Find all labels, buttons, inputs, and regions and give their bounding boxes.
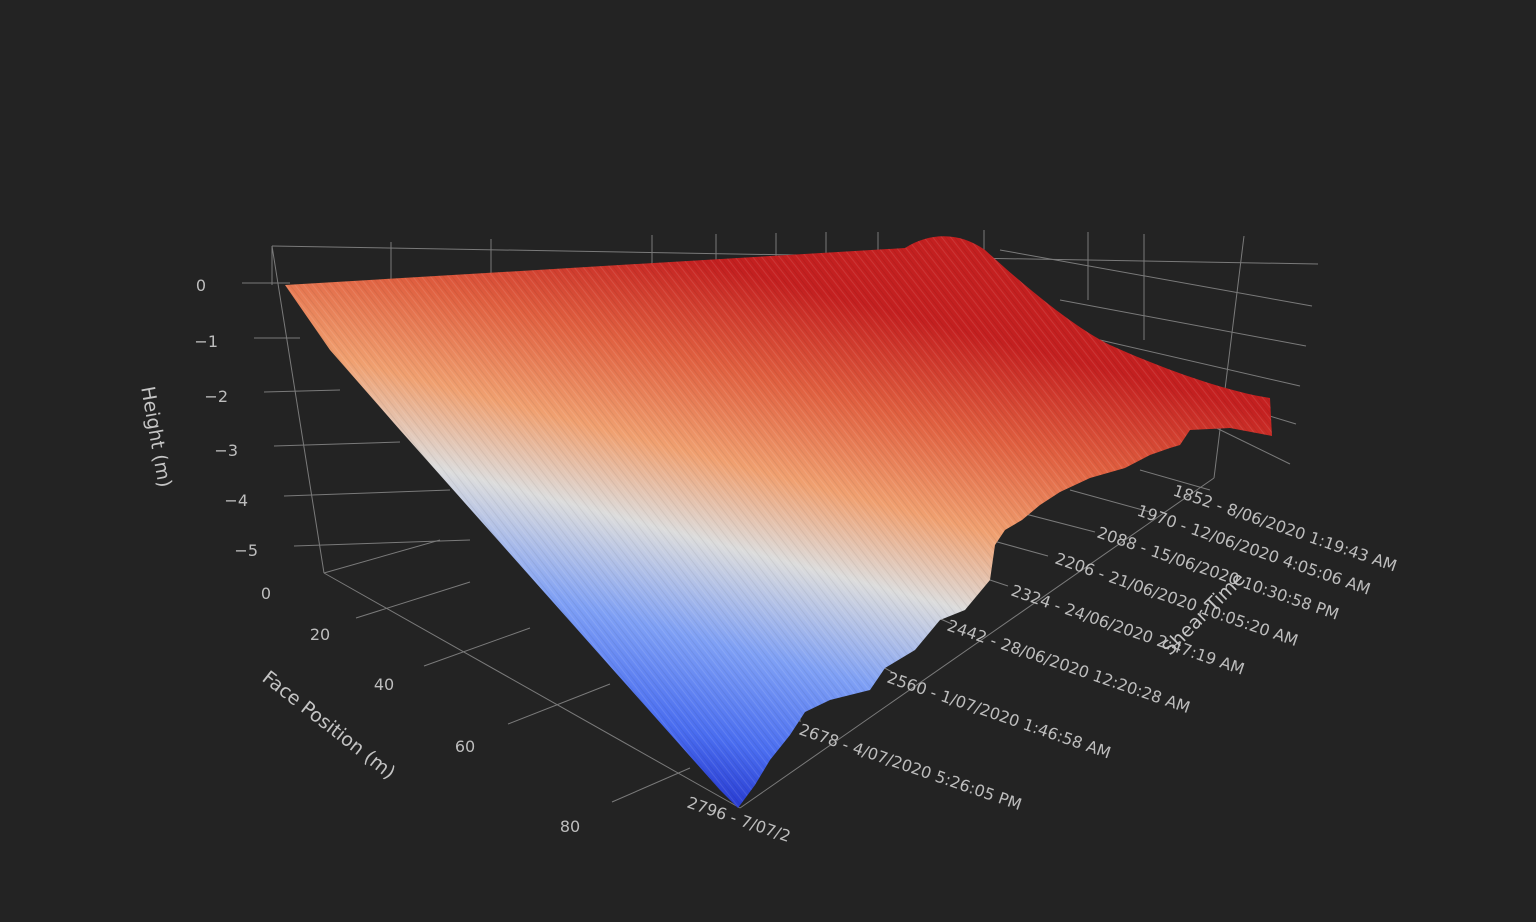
z-axis-ticks: 0 −1 −2 −3 −4 −5 <box>194 276 258 560</box>
z-tick-label: −5 <box>234 541 258 560</box>
x-tick-label: 20 <box>310 625 330 644</box>
surface-texture <box>285 236 1272 809</box>
y-tick-label: 2560 - 1/07/2020 1:46:58 AM <box>885 668 1114 763</box>
z-axis-title: Height (m) <box>136 385 175 489</box>
x-tick-label: 40 <box>374 675 394 694</box>
x-tick-label: 0 <box>261 584 271 603</box>
z-tick-label: −3 <box>214 441 238 460</box>
x-tick-label: 60 <box>455 737 475 756</box>
surface-mesh <box>285 236 1272 809</box>
y-tick-label: 2678 - 4/07/2020 5:26:05 PM <box>797 720 1024 814</box>
z-tick-label: −4 <box>224 491 248 510</box>
z-tick-label: 0 <box>196 276 206 295</box>
x-axis-ticks: 0 20 40 60 80 <box>261 584 580 836</box>
x-tick-label: 80 <box>560 817 580 836</box>
z-tick-label: −1 <box>194 332 218 351</box>
left-wall-grid <box>242 245 741 809</box>
z-tick-label: −2 <box>204 387 228 406</box>
